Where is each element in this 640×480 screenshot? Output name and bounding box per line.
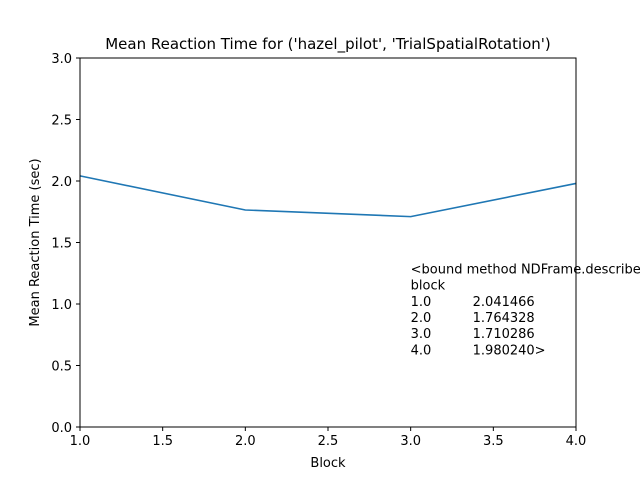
ticks-layer: 1.0 1.5 2.0 2.5 3.0 3.5 4.0 0.0 0.5 1.0 1.5 2.0 2.5 3… xyxy=(51,52,586,449)
y-tick-label: 3.0 xyxy=(51,52,72,67)
annotation-line-left: 1.0 xyxy=(411,295,432,310)
annotation-line-left: 2.0 xyxy=(411,311,432,326)
y-tick-label: 0.0 xyxy=(51,421,72,436)
annotation-block: <bound method NDFrame.describe ofblock1.… xyxy=(411,262,640,358)
series-layer xyxy=(79,175,577,218)
annotation-line-right: 2.041466 xyxy=(473,295,535,310)
series-line xyxy=(79,175,577,218)
y-tick-label: 0.5 xyxy=(51,360,72,375)
x-tick-label: 2.5 xyxy=(318,434,339,449)
y-tick-label: 1.0 xyxy=(51,298,72,313)
x-tick-label: 1.0 xyxy=(70,434,91,449)
annotation-line-right: 1.710286 xyxy=(473,327,535,342)
chart-title: Mean Reaction Time for ('hazel_pilot', '… xyxy=(105,35,551,54)
annotation-line-right: 1.980240> xyxy=(473,343,546,358)
x-tick-label: 4.0 xyxy=(566,434,587,449)
y-tick-label: 1.5 xyxy=(51,237,72,252)
annotation-line-left: <bound method NDFrame.describe of xyxy=(411,262,640,277)
annotation-line-left: block xyxy=(411,279,446,294)
x-tick-label: 2.0 xyxy=(235,434,256,449)
x-tick-label: 1.5 xyxy=(152,434,173,449)
annotation-line-left: 4.0 xyxy=(411,343,432,358)
annotation-line-right: 1.764328 xyxy=(473,311,535,326)
x-axis-label: Block xyxy=(310,456,346,471)
annotation-line-left: 3.0 xyxy=(411,327,432,342)
x-tick-label: 3.5 xyxy=(483,434,504,449)
y-tick-label: 2.5 xyxy=(51,114,72,129)
x-tick-label: 3.0 xyxy=(400,434,421,449)
y-tick-label: 2.0 xyxy=(51,175,72,190)
plot-frame xyxy=(79,57,577,428)
y-axis-label: Mean Reaction Time (sec) xyxy=(28,158,43,326)
